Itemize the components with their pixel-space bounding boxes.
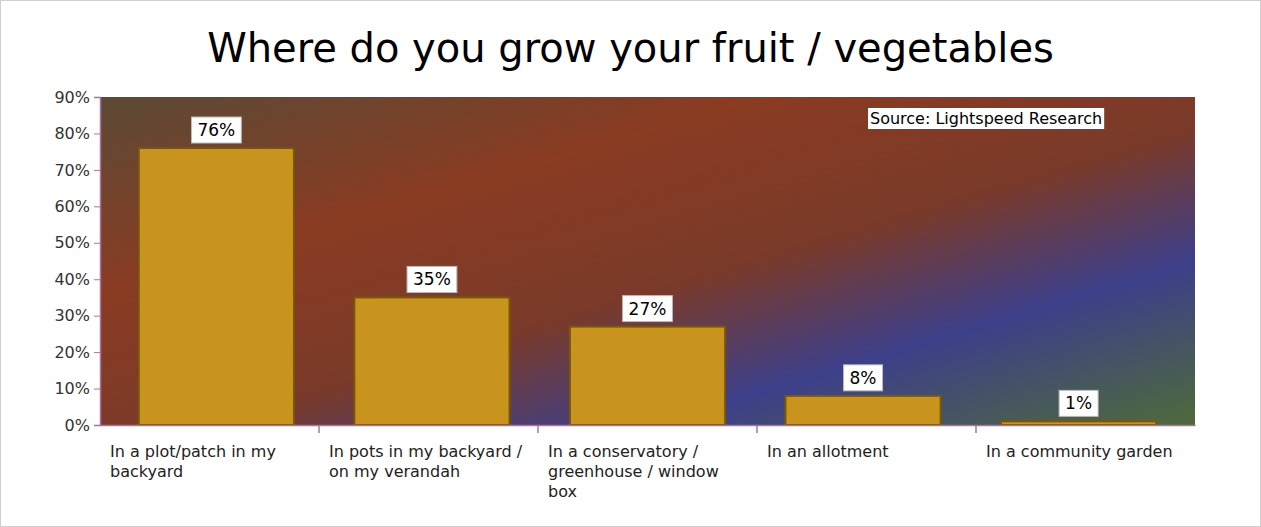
- y-tick: 90%: [54, 88, 100, 107]
- label-line: on my verandah: [329, 462, 460, 481]
- annotation-box: [868, 108, 1104, 129]
- y-tick: 30%: [54, 306, 100, 325]
- x-axis-line: [101, 425, 1196, 427]
- data-label-text: 1%: [1065, 393, 1092, 413]
- y-tick-mark: [94, 206, 100, 207]
- x-separator: [318, 425, 320, 433]
- x-tick-label: In a conservatory /greenhouse / windowbo…: [548, 442, 719, 501]
- x-separator: [756, 425, 758, 433]
- y-tick-label: 70%: [54, 161, 90, 180]
- y-tick-label: 0%: [65, 416, 90, 435]
- y-tick: 50%: [54, 233, 100, 252]
- data-labels: 76% 35% 27% 8% 1%: [191, 117, 1098, 416]
- chart: Where do you grow your fruit / vegetable…: [0, 0, 1261, 527]
- data-label-text: 76%: [197, 120, 235, 140]
- y-tick: 80%: [54, 124, 100, 143]
- bars: [139, 148, 1156, 425]
- y-tick-label: 10%: [54, 379, 90, 398]
- y-tick-label: 80%: [54, 124, 90, 143]
- x-axis: In a plot/patch in mybackyard In pots in …: [101, 425, 1196, 501]
- x-separator: [537, 425, 539, 433]
- label-line: greenhouse / window: [548, 462, 719, 481]
- y-tick-label: 30%: [54, 306, 90, 325]
- y-tick: 70%: [54, 161, 100, 180]
- y-tick: 40%: [54, 270, 100, 289]
- y-tick-label: 90%: [54, 88, 90, 107]
- x-tick-label: In a plot/patch in mybackyard: [110, 442, 276, 481]
- bar: [570, 327, 725, 425]
- data-label-text: 35%: [413, 269, 451, 289]
- data-label: 27%: [623, 296, 673, 322]
- y-tick-mark: [94, 170, 100, 171]
- annotation-text: Source: Lightspeed Research: [870, 109, 1102, 128]
- data-label-box: [623, 296, 673, 322]
- annotation: Source: Lightspeed Research: [868, 108, 1104, 129]
- x-tick: In an allotment: [767, 425, 889, 461]
- bar: [139, 148, 294, 425]
- x-tick-label: In a community garden: [986, 442, 1173, 461]
- y-axis: 0% 10% 20% 30% 40% 50% 60% 70% 80% 90%: [54, 88, 100, 435]
- y-tick-label: 20%: [54, 343, 90, 362]
- y-axis-line: [94, 98, 101, 426]
- label-line: backyard: [110, 462, 183, 481]
- data-label: 35%: [407, 266, 457, 292]
- bar: [1001, 421, 1156, 425]
- title: Where do you grow your fruit / vegetable…: [207, 25, 1054, 71]
- x-tick-label: In an allotment: [767, 442, 889, 461]
- x-tick: In a conservatory /greenhouse / windowbo…: [548, 425, 719, 501]
- label-line: In a community garden: [986, 442, 1173, 461]
- y-tick-label: 60%: [54, 197, 90, 216]
- x-tick: In a community garden: [986, 425, 1173, 461]
- label-line: In a plot/patch in my: [110, 442, 276, 461]
- y-tick-mark: [94, 243, 100, 244]
- y-tick-mark: [94, 97, 100, 98]
- x-separators: [319, 425, 976, 433]
- bar: [354, 297, 509, 425]
- y-tick-mark: [94, 133, 100, 134]
- data-label-box: [407, 266, 457, 292]
- data-label: 76%: [191, 117, 241, 143]
- data-label-box: [844, 365, 883, 391]
- y-tick: 20%: [54, 343, 100, 362]
- y-tick: 60%: [54, 197, 100, 216]
- label-line: box: [548, 482, 577, 501]
- y-tick-mark: [94, 279, 100, 280]
- plot-background: [100, 97, 1195, 425]
- label-line: In an allotment: [767, 442, 889, 461]
- y-tick-label: 50%: [54, 233, 90, 252]
- x-tick: In a plot/patch in mybackyard: [110, 425, 276, 481]
- label-line: In pots in my backyard /: [329, 442, 523, 461]
- frame: [1, 1, 1261, 527]
- label-line: In a conservatory /: [548, 442, 699, 461]
- data-label-box: [1059, 390, 1098, 416]
- y-tick-mark: [94, 425, 100, 426]
- y-tick-mark: [94, 389, 100, 390]
- y-tick-label: 40%: [54, 270, 90, 289]
- y-tick: 0%: [65, 416, 100, 435]
- data-label-text: 27%: [629, 299, 667, 319]
- x-separator: [975, 425, 977, 433]
- bar: [785, 396, 940, 425]
- data-label: 1%: [1059, 390, 1098, 416]
- data-label-text: 8%: [850, 368, 877, 388]
- y-tick: 10%: [54, 379, 100, 398]
- x-tick: In pots in my backyard /on my verandah: [329, 425, 523, 481]
- data-label-box: [191, 117, 241, 143]
- y-tick-mark: [94, 316, 100, 317]
- x-tick-label: In pots in my backyard /on my verandah: [329, 442, 523, 481]
- y-tick-mark: [94, 352, 100, 353]
- data-label: 8%: [844, 365, 883, 391]
